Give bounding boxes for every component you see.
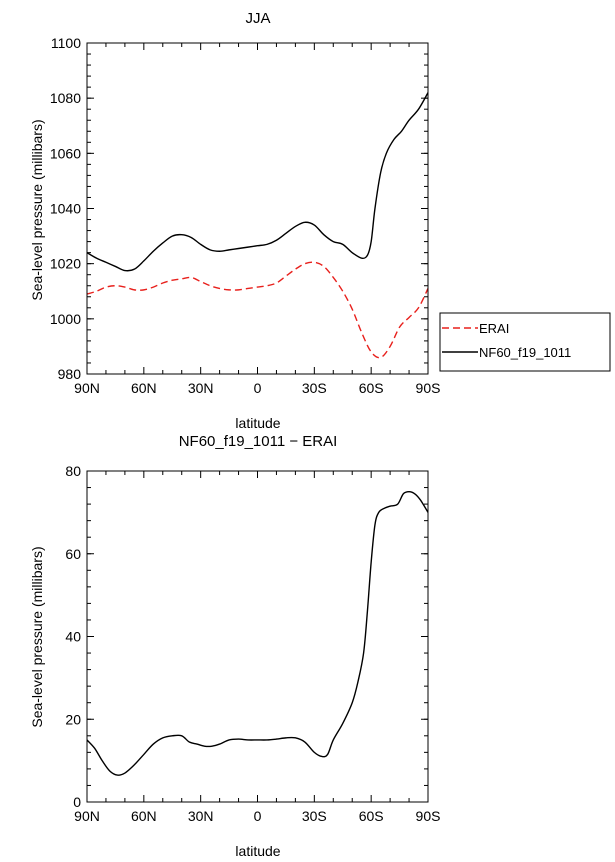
legend: ERAI NF60_f19_1011	[439, 312, 611, 372]
y-tick-label: 20	[65, 711, 81, 727]
y-axis-label-bottom: Sea-level pressure (millibars)	[29, 546, 45, 727]
ticks-top: 90N 60N 30N 0 30S 60S 90S 980 1000 1020 1040 1060 10…	[50, 35, 441, 396]
panel-top: JJA Sea-level pressure (millibars) latit…	[29, 10, 611, 431]
x-tick-label: 0	[254, 380, 262, 396]
y-tick-label: 60	[65, 546, 81, 562]
y-tick-label: 80	[65, 463, 81, 479]
series-bottom	[86, 490, 429, 776]
x-axis-label-top: latitude	[235, 415, 280, 431]
x-tick-label: 90N	[74, 380, 100, 396]
y-tick-label: 0	[73, 794, 81, 810]
chart-title-top: JJA	[245, 10, 270, 27]
x-tick-label: 30N	[188, 380, 214, 396]
x-tick-label: 30N	[188, 808, 214, 824]
series-top	[86, 92, 429, 359]
series-line-top-nf60-f19-1011	[86, 92, 429, 272]
y-tick-label: 1000	[50, 311, 81, 327]
y-tick-label: 1080	[50, 90, 81, 106]
x-tick-label: 60S	[359, 808, 384, 824]
x-tick-label: 0	[254, 808, 262, 824]
x-tick-label: 60S	[359, 380, 384, 396]
x-tick-label: 30S	[302, 380, 327, 396]
x-tick-label: 90N	[74, 808, 100, 824]
x-tick-label: 90S	[416, 808, 441, 824]
chart-title-bottom: NF60_f19_1011 − ERAI	[179, 433, 338, 450]
y-tick-label: 1020	[50, 256, 81, 272]
plot-frame-top	[86, 42, 429, 375]
legend-label-erai: ERAI	[479, 321, 509, 336]
ticks-bottom: 90N 60N 30N 0 30S 60S 90S 0 20 40 60 80	[65, 463, 440, 824]
y-tick-label: 40	[65, 629, 81, 645]
series-line-top-erai	[86, 261, 429, 359]
x-axis-label-bottom: latitude	[235, 843, 280, 859]
x-tick-label: 60N	[131, 380, 157, 396]
y-tick-label: 1100	[51, 35, 81, 51]
x-tick-label: 90S	[416, 380, 441, 396]
y-tick-label: 1040	[50, 201, 81, 217]
y-tick-label: 1060	[50, 145, 81, 161]
plot-frame-bottom	[86, 470, 429, 803]
x-tick-label: 60N	[131, 808, 157, 824]
legend-box	[439, 312, 611, 372]
legend-label-nf60: NF60_f19_1011	[479, 345, 571, 360]
panel-bottom: NF60_f19_1011 − ERAI Sea-level pressure …	[29, 433, 440, 859]
series-line-bottom-difference	[86, 490, 429, 776]
x-tick-label: 30S	[302, 808, 327, 824]
y-axis-label-top: Sea-level pressure (millibars)	[29, 119, 45, 300]
y-tick-label: 980	[58, 366, 82, 382]
